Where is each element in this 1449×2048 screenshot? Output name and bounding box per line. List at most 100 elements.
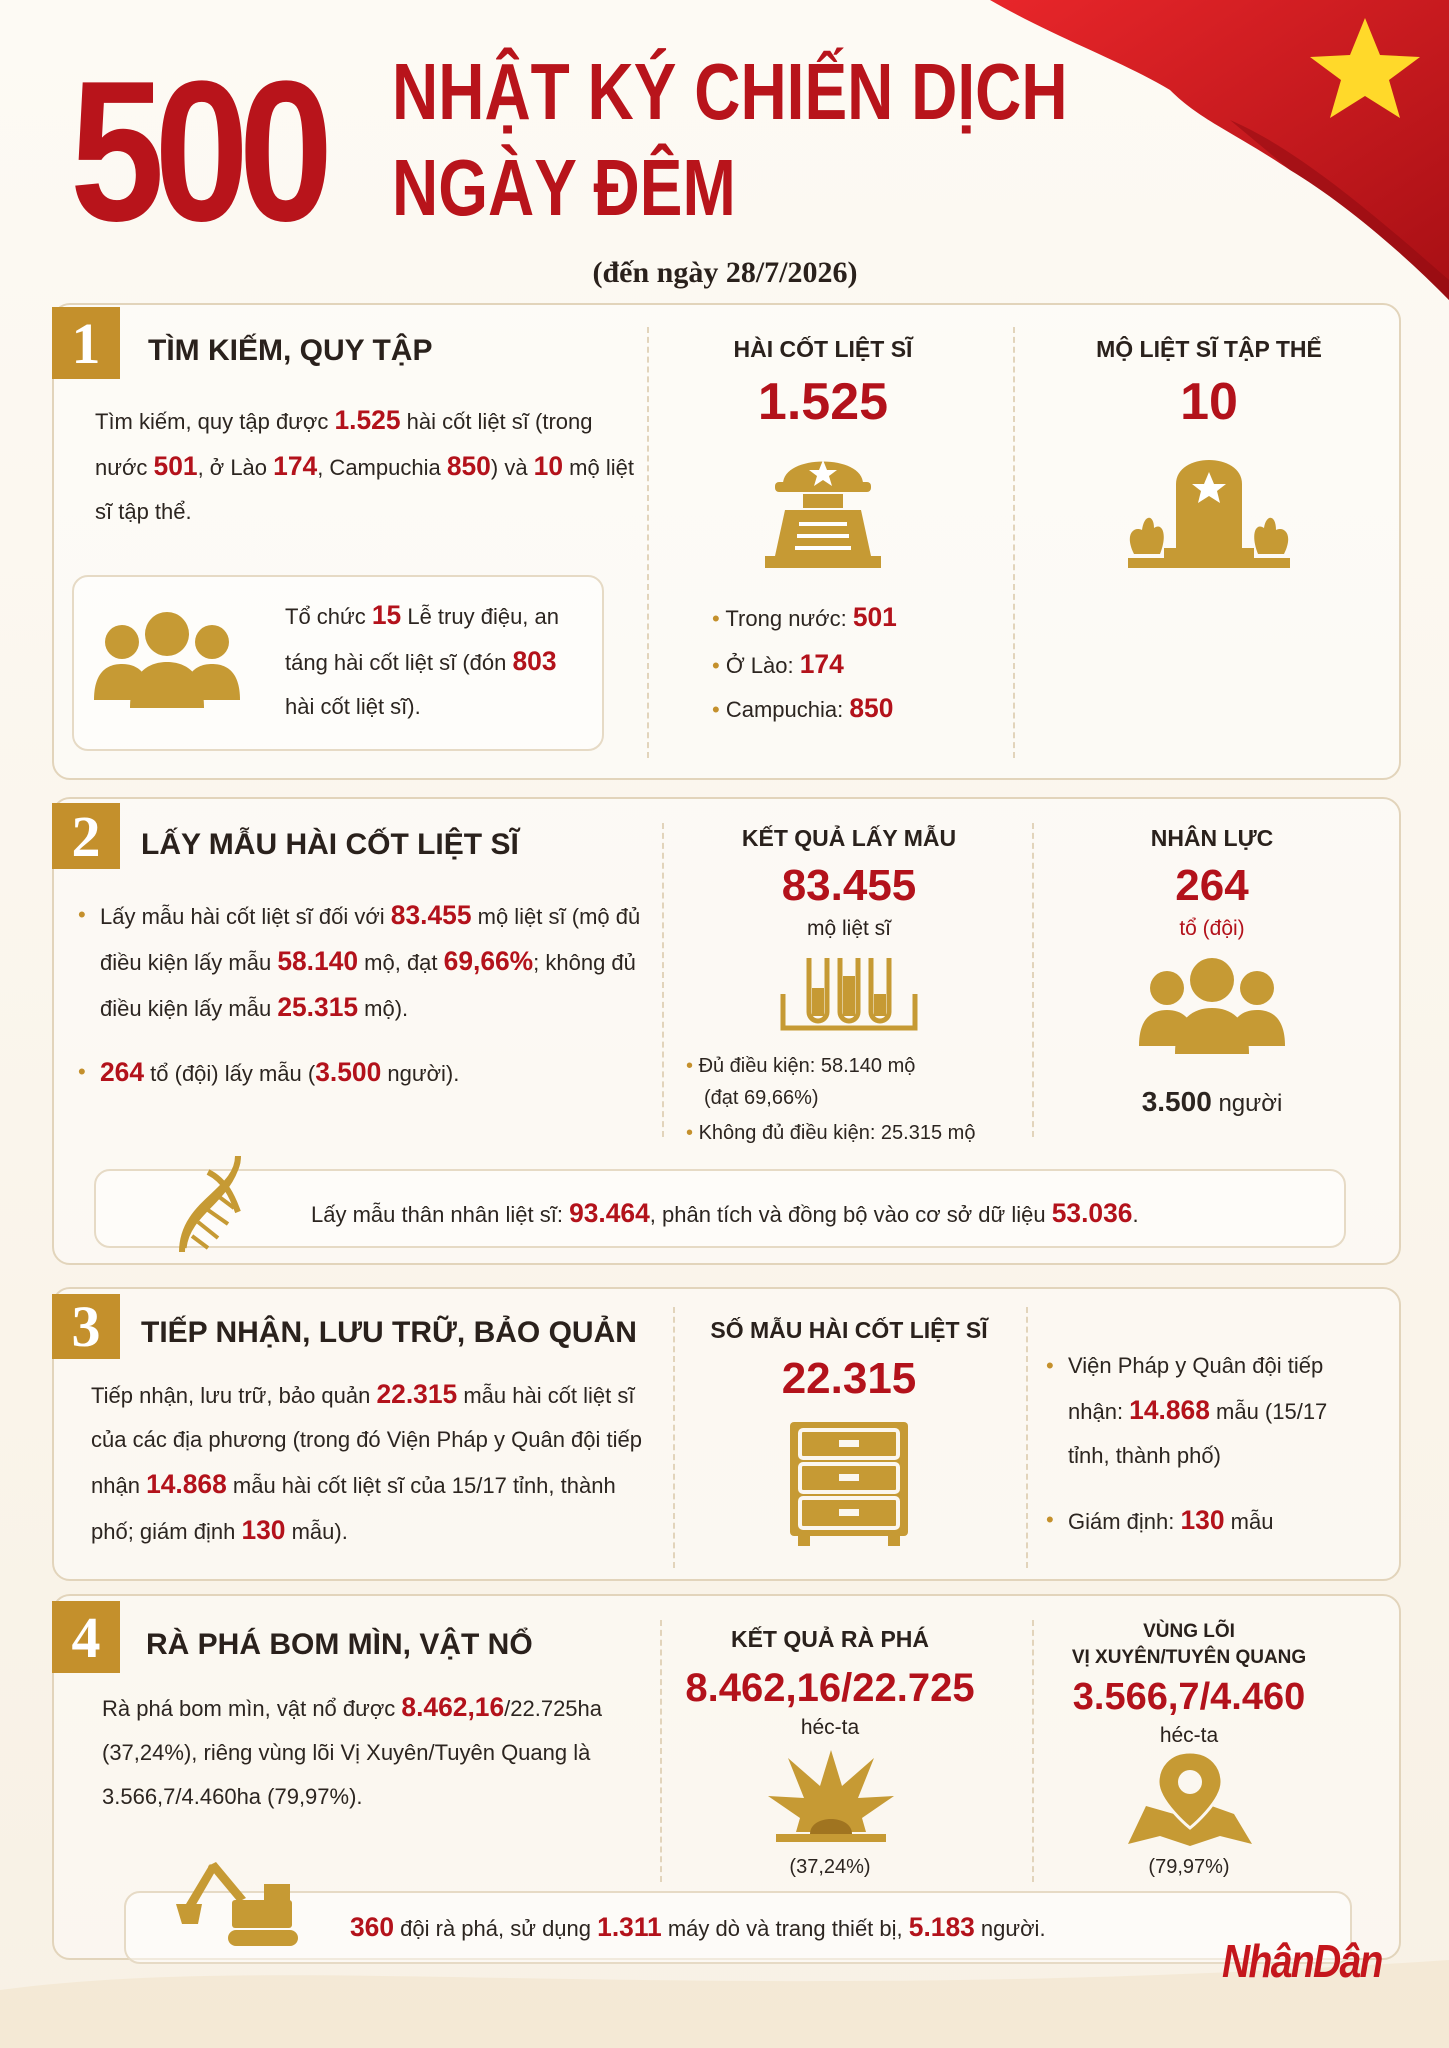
- text-segment: 174: [799, 649, 844, 679]
- text-segment: Giám định:: [1068, 1509, 1181, 1534]
- text-segment: 53.036: [1051, 1198, 1133, 1228]
- text-segment: 69,66%: [443, 946, 534, 976]
- monument-icon: [765, 460, 881, 568]
- divider: [1026, 1307, 1028, 1568]
- stat-note: (37,24%): [789, 1856, 871, 1878]
- stat-value: 3.566,7/4.460: [1072, 1676, 1306, 1718]
- item-text: Campuchia: 850: [725, 693, 894, 723]
- stat-note: (79,97%): [1148, 1856, 1230, 1878]
- section-number: 1: [52, 307, 120, 379]
- section-number: 3: [52, 1294, 120, 1359]
- bullet: • Lấy mẫu hài cốt liệt sĩ đối với 83.455 …: [78, 893, 648, 1031]
- stat-value: 83.455: [781, 861, 917, 910]
- map-pin-icon: [1128, 1750, 1252, 1846]
- text-segment: /22.725ha (37,24%), riêng vùng lõi Vị Xu…: [102, 1696, 603, 1809]
- text-segment: Tổ chức: [285, 604, 372, 629]
- explosion-icon: [768, 1750, 894, 1842]
- item-text: Trong nước: 501: [725, 602, 896, 632]
- text-segment: 264: [100, 1057, 145, 1087]
- text-segment: 58.140: [277, 946, 359, 976]
- info-box: [124, 1891, 1352, 1964]
- text-segment: người).: [381, 1061, 460, 1086]
- text-segment: 850: [849, 693, 894, 723]
- text-segment: 14.868: [146, 1469, 227, 1499]
- section-title: LẤY MẪU HÀI CỐT LIỆT SĨ: [141, 828, 519, 861]
- divider: [1032, 823, 1034, 1137]
- stat-label: NHÂN LỰC: [1150, 825, 1274, 851]
- text-segment: 14.868: [1129, 1395, 1210, 1425]
- stat-value: 22.315: [781, 1354, 917, 1403]
- stat-label: VÙNG LÕI: [1143, 1621, 1235, 1642]
- text-segment: Ở Lào:: [725, 653, 800, 678]
- text-segment: 174: [273, 451, 318, 481]
- text-segment: 501: [153, 451, 198, 481]
- text-segment: 1.311: [597, 1912, 662, 1942]
- people-icon: [1139, 958, 1285, 1054]
- text-segment: đội rà phá, sử dụng: [394, 1916, 598, 1941]
- text-segment: mộ, đạt: [358, 950, 444, 975]
- bullet: • Viện Pháp y Quân đội tiếp nhận: 14.868 …: [1046, 1344, 1346, 1478]
- tomb-icon: [1128, 460, 1290, 568]
- excavator-icon: [176, 1862, 298, 1946]
- text-segment: 10: [533, 451, 564, 481]
- stat-item: • Không đủ điều kiện: 25.315 mộ: [686, 1122, 976, 1144]
- bullet: • 264 tổ (đội) lấy mẫu (3.500 người).: [78, 1050, 648, 1096]
- divider: [673, 1307, 675, 1568]
- cabinet-icon: [790, 1422, 908, 1546]
- stat-label: VỊ XUYÊN/TUYÊN QUANG: [1071, 1647, 1307, 1668]
- stat-label: HÀI CỐT LIỆT SĨ: [733, 336, 913, 362]
- tubes-icon: [780, 958, 918, 1031]
- text-segment: Lấy mẫu thân nhân liệt sĩ:: [311, 1202, 570, 1227]
- text-segment: 15: [371, 600, 402, 630]
- text-segment: , Campuchia: [317, 455, 447, 480]
- section-text: Tiếp nhận, lưu trữ, bảo quản 22.315 mẫu …: [91, 1372, 661, 1554]
- text-segment: hài cốt liệt sĩ (trong nước: [95, 409, 593, 480]
- text-segment: mẫu).: [285, 1519, 348, 1544]
- text-segment: hài cốt liệt sĩ).: [285, 694, 421, 719]
- text-segment: 360: [350, 1912, 395, 1942]
- stat-item: • Đủ điều kiện: 58.140 mộ: [686, 1055, 916, 1077]
- text-segment: ) và: [490, 455, 534, 480]
- text-segment: người: [1211, 1090, 1283, 1117]
- text-segment: Viện Pháp y Quân đội tiếp nhận:: [1068, 1353, 1324, 1424]
- stat-item: • Trong nước: 501: [712, 602, 897, 632]
- info-text: Tổ chức 15 Lễ truy điệu, an táng hài cốt…: [285, 593, 585, 729]
- item-text: Ở Lào: 174: [725, 649, 844, 679]
- divider: [660, 1620, 662, 1882]
- header-title: NHẬT KÝ CHIẾN DỊCH: [392, 47, 1068, 136]
- text-segment: , phân tích và đồng bộ vào cơ sở dữ liệu: [649, 1202, 1052, 1227]
- text-segment: Campuchia:: [725, 697, 850, 722]
- text-segment: 93.464: [569, 1198, 650, 1228]
- section-text: Tìm kiếm, quy tập được 1.525 hài cốt liệ…: [95, 398, 635, 534]
- bullet: • Giám định: 130 mẫu: [1046, 1498, 1346, 1544]
- header-title: NGÀY ĐÊM: [392, 143, 736, 232]
- text-segment: Lễ truy điệu, an táng hài cốt liệt sĩ (đ…: [285, 604, 560, 675]
- stat-note: 3.500 người: [992, 1086, 1432, 1118]
- stat-label: SỐ MẪU HÀI CỐT LIỆT SĨ: [710, 1317, 988, 1343]
- people-icon: [94, 612, 240, 708]
- stat-value: 264: [1175, 861, 1249, 910]
- divider: [647, 327, 649, 758]
- header-date: (đến ngày 28/7/2026): [592, 256, 858, 289]
- text-segment: 83.455: [390, 900, 472, 930]
- stat-unit: tổ (đội): [1179, 917, 1245, 940]
- text-segment: 22.315: [376, 1379, 458, 1409]
- text-segment: Tiếp nhận, lưu trữ, bảo quản: [91, 1383, 377, 1408]
- text-segment: 130: [241, 1515, 286, 1545]
- section-title: TIẾP NHẬN, LƯU TRỮ, BẢO QUẢN: [141, 1316, 637, 1349]
- logo: NhânDân: [1222, 1935, 1383, 1987]
- stat-unit: mộ liệt sĩ: [806, 917, 892, 940]
- bullet-text: Viện Pháp y Quân đội tiếp nhận: 14.868 m…: [1068, 1344, 1346, 1478]
- text-segment: Tìm kiếm, quy tập được: [95, 409, 335, 434]
- text-segment: máy dò và trang thiết bị,: [661, 1916, 909, 1941]
- text-segment: 501: [852, 602, 897, 632]
- dna-icon: [179, 1155, 241, 1253]
- text-segment: Lấy mẫu hài cốt liệt sĩ đối với: [100, 904, 391, 929]
- text-segment: 130: [1180, 1505, 1225, 1535]
- stat-label: MỘ LIỆT SĨ TẬP THỂ: [1096, 336, 1322, 362]
- text-segment: 3.500: [1141, 1086, 1212, 1117]
- text-segment: Trong nước:: [725, 606, 853, 631]
- text-segment: mộ liệt sĩ tập thể.: [95, 455, 634, 524]
- stat-item: (đạt 69,66%): [704, 1087, 819, 1109]
